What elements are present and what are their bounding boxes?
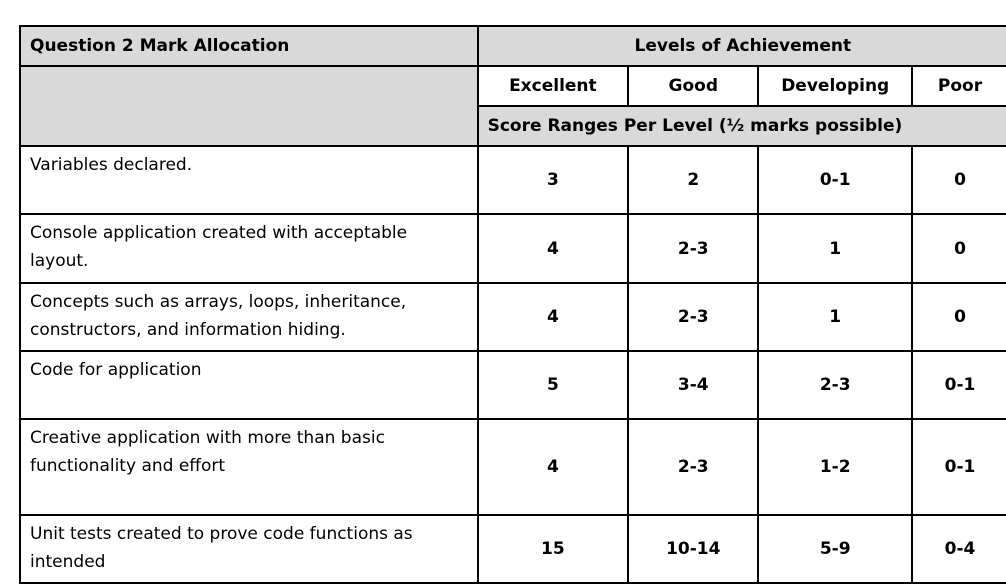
header-row-title: Question 2 Mark Allocation Levels of Ach…: [19, 25, 1006, 67]
criterion-cell: Code for application: [19, 350, 479, 420]
table-title: Question 2 Mark Allocation: [19, 25, 479, 67]
table-row: Variables declared. 3 2 0-1 0: [19, 145, 1006, 215]
level-developing: Developing: [757, 65, 913, 107]
score-poor: 0-4: [910, 514, 1006, 584]
score-excellent: 4: [476, 418, 630, 516]
table-row: Console application created with accepta…: [19, 213, 1006, 284]
header-blank-cell: [19, 65, 479, 147]
criterion-cell: Creative application with more than basi…: [19, 418, 479, 516]
score-developing: 0-1: [757, 145, 913, 215]
score-developing: 1: [757, 282, 913, 352]
table-row: Creative application with more than basi…: [19, 418, 1006, 516]
level-excellent: Excellent: [476, 65, 630, 107]
table-row: Unit tests created to prove code functio…: [19, 514, 1006, 584]
score-excellent: 3: [476, 145, 630, 215]
levels-header: Levels of Achievement: [476, 25, 1006, 67]
score-developing: 1: [757, 213, 913, 284]
criterion-cell: Concepts such as arrays, loops, inherita…: [19, 282, 479, 352]
table-row: Concepts such as arrays, loops, inherita…: [19, 282, 1006, 352]
criterion-cell: Console application created with accepta…: [19, 213, 479, 284]
level-good: Good: [627, 65, 760, 107]
score-good: 10-14: [627, 514, 760, 584]
score-poor: 0-1: [910, 350, 1006, 420]
score-excellent: 15: [476, 514, 630, 584]
score-good: 2-3: [627, 213, 760, 284]
score-developing: 1-2: [757, 418, 913, 516]
criterion-cell: Unit tests created to prove code functio…: [19, 514, 479, 584]
score-poor: 0: [910, 282, 1006, 352]
table-row: Code for application 5 3-4 2-3 0-1: [19, 350, 1006, 420]
score-developing: 2-3: [757, 350, 913, 420]
score-good: 3-4: [627, 350, 760, 420]
score-poor: 0: [910, 145, 1006, 215]
score-good: 2-3: [627, 418, 760, 516]
level-poor: Poor: [910, 65, 1006, 107]
score-ranges-label: Score Ranges Per Level (½ marks possible…: [476, 105, 1006, 147]
score-excellent: 5: [476, 350, 630, 420]
score-good: 2-3: [627, 282, 760, 352]
header-row-score-ranges: Score Ranges Per Level (½ marks possible…: [20, 105, 1006, 147]
score-poor: 0: [910, 213, 1006, 284]
score-poor: 0-1: [910, 418, 1006, 516]
score-developing: 5-9: [757, 514, 913, 584]
score-excellent: 4: [476, 282, 630, 352]
header-row-levels: Excellent Good Developing Poor: [19, 65, 1006, 147]
score-good: 2: [627, 145, 760, 215]
score-excellent: 4: [476, 213, 630, 284]
mark-allocation-table: Question 2 Mark Allocation Levels of Ach…: [19, 25, 1006, 584]
criterion-cell: Variables declared.: [19, 145, 479, 215]
